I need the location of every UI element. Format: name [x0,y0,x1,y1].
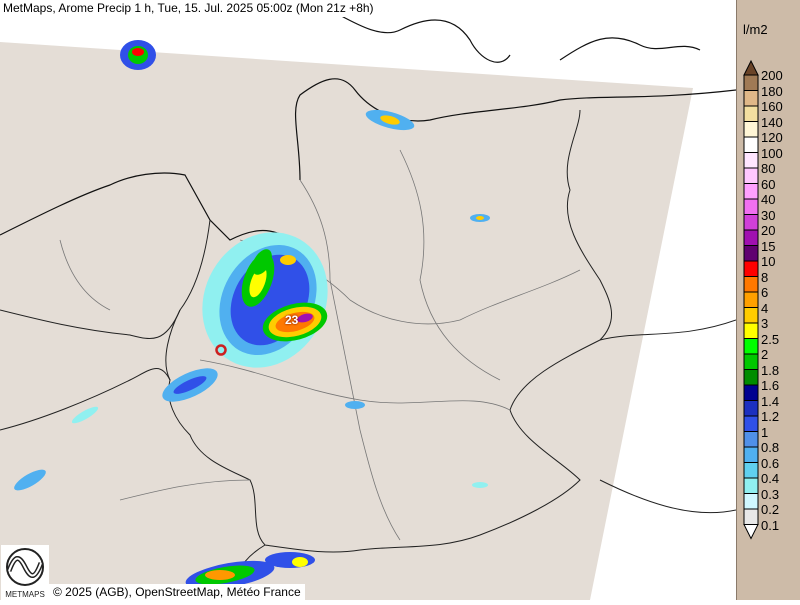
legend-swatch [743,291,759,308]
precipitation-legend: l/m2 200 180 160 140 120 100 80 60 40 30 20 15 10 8 6 4… [736,0,800,600]
map-title: MetMaps, Arome Precip 1 h, Tue, 15. Jul.… [0,0,378,17]
main-storm-cell [202,232,328,368]
legend-label: 80 [761,161,776,176]
legend-label: 0.3 [761,486,780,502]
legend-label: 30 [761,207,776,223]
legend-label: 0.4 [761,471,780,486]
legend-label: 20 [761,223,776,238]
legend-swatch [743,322,759,339]
state-borders [59,149,581,541]
legend-swatch [743,462,759,479]
legend-swatch [743,493,759,510]
legend-label: 140 [761,114,783,130]
legend-label: 3 [761,316,769,331]
metmaps-logo[interactable]: METMAPS [1,545,49,600]
legend-label: 15 [761,238,776,254]
legend-label: 180 [761,83,783,99]
legend-label: 120 [761,130,783,145]
legend-bottom-arrow [743,524,759,540]
legend-swatch [743,369,759,386]
logo-text: METMAPS [5,590,45,599]
legend-label: 4 [761,300,769,316]
legend-label: 1.4 [761,393,780,409]
legend-swatch [743,121,759,138]
legend-swatch [743,353,759,370]
legend-swatch [743,276,759,293]
legend-swatch [743,198,759,215]
legend-label: 0.2 [761,502,780,517]
legend-swatch [743,245,759,262]
legend-swatch [743,229,759,246]
legend-label: 0.8 [761,440,780,455]
legend-color-bar [743,59,759,540]
legend-swatch [743,508,759,525]
model-domain [0,42,693,600]
max-precip-label: 23 [285,313,299,327]
precipitation-cells [14,40,490,590]
legend-swatch [743,105,759,122]
legend-label: 6 [761,285,769,300]
legend-label: 160 [761,99,783,114]
legend-swatch [743,400,759,417]
legend-top-arrow [743,59,759,76]
legend-label: 8 [761,269,769,285]
legend-unit: l/m2 [743,22,768,37]
legend-swatch [743,152,759,169]
legend-swatch [743,307,759,324]
legend-label: 200 [761,68,783,83]
legend-label: 2 [761,347,769,362]
legend-swatch [743,136,759,153]
legend-swatch [743,384,759,401]
legend-label: 40 [761,192,776,207]
legend-swatch [743,74,759,91]
legend-swatch [743,260,759,277]
legend-label: 1.8 [761,362,780,378]
location-marker[interactable] [215,344,227,356]
legend-label: 1.2 [761,409,780,424]
coastlines [0,9,736,241]
legend-swatch [743,477,759,494]
legend-label: 100 [761,145,783,161]
legend-label: 0.6 [761,455,780,471]
legend-swatch [743,90,759,107]
attribution: © 2025 (AGB), OpenStreetMap, Météo Franc… [49,584,305,600]
legend-label: 10 [761,254,776,269]
legend-label: 1 [761,424,769,440]
legend-swatch [743,415,759,432]
legend-label: 0.1 [761,517,780,533]
legend-swatch [743,183,759,200]
legend-swatch [743,338,759,355]
legend-swatch [743,446,759,463]
legend-swatch [743,431,759,448]
legend-label: 1.6 [761,378,780,393]
legend-swatch [743,214,759,231]
precipitation-map[interactable] [0,0,736,600]
legend-swatch [743,167,759,184]
legend-label: 2.5 [761,331,780,347]
legend-label: 60 [761,176,776,192]
